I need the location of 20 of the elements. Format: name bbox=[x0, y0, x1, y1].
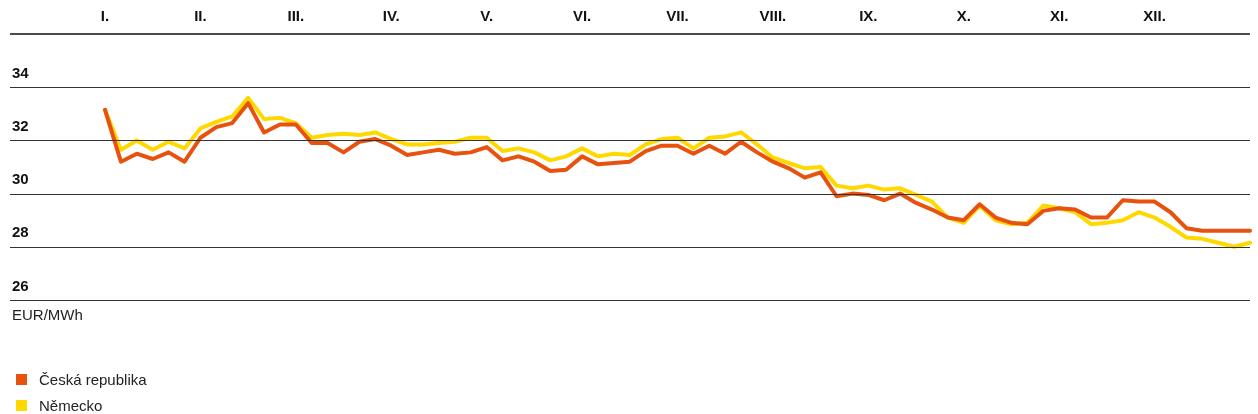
x-tick-label: XI. bbox=[1049, 7, 1069, 25]
y-tick-label: 34 bbox=[12, 63, 30, 81]
y-axis-title: EUR/MWh bbox=[12, 305, 83, 323]
x-tick-label: VII. bbox=[666, 7, 689, 25]
x-tick-label: IV. bbox=[382, 7, 400, 25]
y-tick-label: 28 bbox=[12, 223, 29, 241]
x-tick-label: XII. bbox=[1143, 7, 1166, 25]
y-tick-label: 32 bbox=[12, 117, 29, 135]
x-tick-label: II. bbox=[194, 7, 207, 25]
x-tick-label: V. bbox=[480, 7, 494, 25]
x-tick-label: X. bbox=[956, 7, 971, 25]
x-tick-label: I. bbox=[100, 7, 110, 25]
x-tick-label: III. bbox=[287, 7, 305, 25]
x-tick-label: IX. bbox=[859, 7, 878, 25]
y-tick-label: 30 bbox=[12, 170, 29, 188]
legend-label: Česká republika bbox=[39, 370, 147, 388]
legend-label: Německo bbox=[39, 396, 103, 414]
x-tick-label: VIII. bbox=[759, 7, 787, 25]
x-tick-label: VI. bbox=[572, 7, 592, 25]
y-tick-label: 26 bbox=[12, 276, 29, 294]
